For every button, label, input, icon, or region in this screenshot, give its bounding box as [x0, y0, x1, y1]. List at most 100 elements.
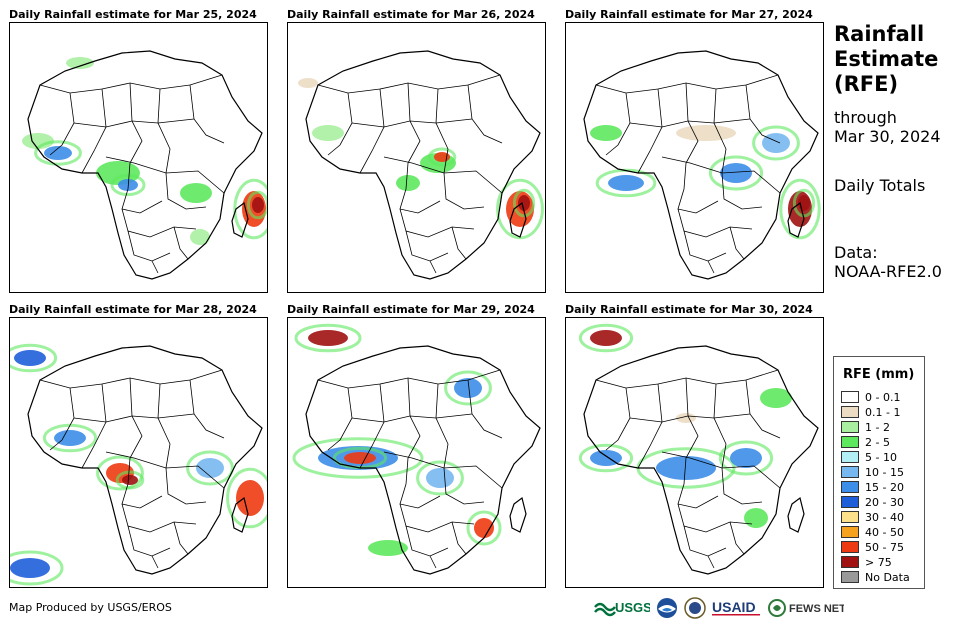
- country-border: [677, 208, 753, 238]
- rainfall-area: [308, 330, 348, 346]
- rainfall-area: [676, 413, 696, 423]
- country-border: [429, 555, 437, 569]
- title-line: Rainfall: [834, 22, 925, 46]
- rainfall-area: [368, 540, 408, 556]
- rainfall-area: [779, 178, 821, 240]
- legend-swatch: [841, 391, 859, 403]
- usaid-logo-text: USAID: [712, 599, 756, 615]
- map-panel-mar29: Daily Rainfall estimate for Mar 29, 2024: [287, 303, 546, 593]
- rainfall-area: [792, 188, 816, 218]
- country-border: [443, 467, 485, 505]
- rainfall-area: [344, 452, 376, 464]
- country-border: [683, 230, 727, 262]
- legend-label: 15 - 20: [865, 480, 904, 494]
- map-panel-mar27: Daily Rainfall estimate for Mar 27, 2024: [565, 8, 824, 298]
- country-border: [605, 92, 631, 156]
- coastline: [231, 201, 249, 238]
- country-border: [629, 118, 751, 128]
- country-border: [595, 369, 779, 389]
- coastline: [509, 201, 527, 238]
- country-border: [407, 377, 421, 459]
- legend-item: No Data: [841, 570, 910, 584]
- legend-swatch: [841, 421, 859, 433]
- rainfall-map: [9, 22, 268, 293]
- legend-swatch: [841, 571, 859, 583]
- map-panel-mar25: Daily Rainfall estimate for Mar 25, 2024: [9, 8, 268, 298]
- rainfall-area: [752, 125, 800, 161]
- country-border: [173, 521, 189, 555]
- country-border: [451, 521, 467, 555]
- country-border: [745, 379, 781, 439]
- country-border: [39, 369, 223, 389]
- country-border: [467, 379, 503, 439]
- country-border: [685, 377, 699, 459]
- rainfall-area: [718, 440, 774, 476]
- legend-swatch: [841, 451, 859, 463]
- legend-label: > 75: [865, 555, 892, 569]
- legend-item: > 75: [841, 555, 892, 569]
- legend-swatch: [841, 556, 859, 568]
- dos-seal-logo: [684, 597, 706, 619]
- country-border: [595, 74, 779, 94]
- country-border: [685, 82, 699, 164]
- coastline: [231, 496, 249, 533]
- rainfall-area: [10, 550, 64, 586]
- fewsnet-logo: FEWS NET: [768, 598, 844, 618]
- legend-item: 2 - 5: [841, 435, 890, 449]
- coastline: [787, 201, 805, 238]
- usaid-logo: USAID: [712, 598, 762, 618]
- country-border: [683, 525, 727, 557]
- legend-item: 5 - 10: [841, 450, 897, 464]
- legend-swatch: [841, 526, 859, 538]
- country-border: [173, 226, 189, 260]
- data-label: Data:: [834, 243, 878, 262]
- country-border: [129, 377, 143, 459]
- legend-swatch: [841, 481, 859, 493]
- rainfall-area: [426, 468, 454, 488]
- africa-map-svg: [583, 50, 821, 280]
- country-border: [327, 387, 353, 451]
- rainfall-area: [416, 460, 464, 496]
- country-border: [49, 92, 75, 156]
- rainfall-area: [298, 78, 318, 88]
- rainfall-area: [115, 470, 145, 490]
- legend-title: RFE (mm): [843, 367, 915, 382]
- rainfall-area: [96, 455, 144, 491]
- rainfall-area: [226, 467, 267, 529]
- rainfall-area: [474, 518, 494, 538]
- legend-item: 40 - 50: [841, 525, 904, 539]
- map-panel-mar26: Daily Rainfall estimate for Mar 26, 2024: [287, 8, 546, 298]
- country-border: [467, 84, 503, 144]
- rainfall-area: [396, 175, 420, 191]
- rainfall-area: [608, 175, 644, 191]
- panel-title: Daily Rainfall estimate for Mar 27, 2024: [565, 8, 813, 21]
- panel-title: Daily Rainfall estimate for Mar 28, 2024: [9, 303, 257, 316]
- country-border: [745, 84, 781, 144]
- country-border: [707, 260, 715, 274]
- country-border: [165, 467, 207, 505]
- country-border: [729, 521, 745, 555]
- country-border: [405, 230, 449, 262]
- country-border: [629, 413, 751, 423]
- rainfall-area: [590, 125, 622, 141]
- country-border: [157, 383, 171, 469]
- rainfall-area: [246, 190, 267, 220]
- totals-label: Daily Totals: [834, 176, 926, 195]
- rainfall-area: [744, 508, 768, 528]
- rainfall-area: [512, 188, 536, 218]
- legend-item: 0.1 - 1: [841, 405, 900, 419]
- africa-map-svg: [22, 50, 267, 280]
- country-border: [359, 383, 385, 469]
- partner-logos: USGS USAID FEWS NET: [594, 596, 850, 620]
- country-border: [435, 88, 449, 174]
- legend-label: 50 - 75: [865, 540, 904, 554]
- legend-swatch: [841, 436, 859, 448]
- legend-swatch: [841, 406, 859, 418]
- panel-title: Daily Rainfall estimate for Mar 25, 2024: [9, 8, 257, 21]
- rainfall-area: [66, 57, 94, 69]
- rainfall-area: [518, 195, 530, 211]
- legend-item: 15 - 20: [841, 480, 904, 494]
- legend-swatch: [841, 541, 859, 553]
- rainfall-area: [110, 173, 146, 197]
- country-border: [435, 383, 449, 469]
